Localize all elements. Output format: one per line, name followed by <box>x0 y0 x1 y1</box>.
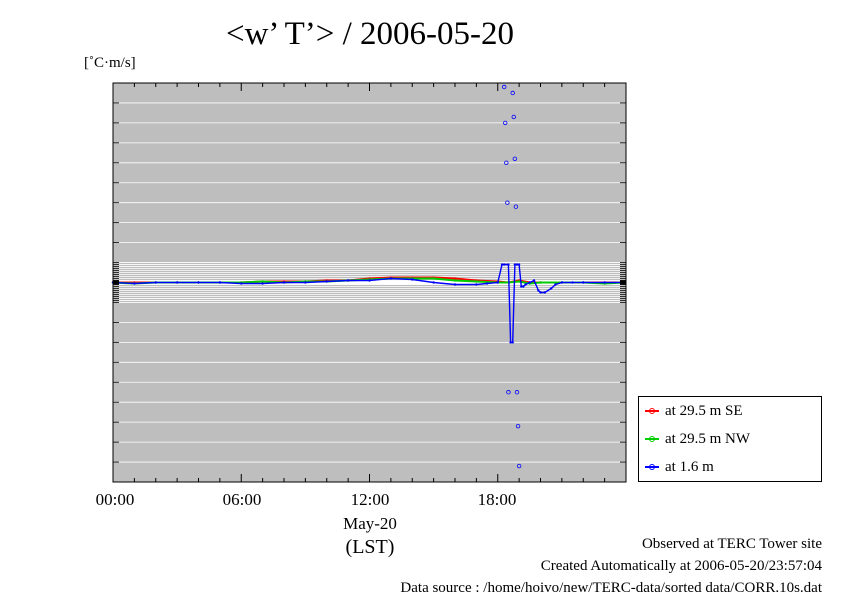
data-point <box>261 282 264 285</box>
data-point <box>218 281 222 284</box>
data-point-outlier <box>501 84 507 90</box>
data-point <box>304 281 307 284</box>
data-point <box>515 263 519 266</box>
data-point <box>475 280 478 283</box>
legend-item-low: at 1.6 m <box>645 456 714 478</box>
data-point-outlier <box>505 200 510 205</box>
data-point <box>554 283 557 286</box>
data-point <box>560 281 564 284</box>
legend: at 29.5 m SE at 29.5 m NW at 1.6 m <box>638 396 822 482</box>
data-point-outlier <box>504 160 509 165</box>
data-point <box>346 279 350 282</box>
data-point-outlier <box>503 120 508 126</box>
data-point <box>522 285 525 288</box>
data-point <box>537 289 540 292</box>
data-point-outlier <box>516 463 522 469</box>
data-point <box>496 281 499 284</box>
x-tick-label: 06:00 <box>222 490 262 509</box>
legend-swatch-blue <box>645 464 659 470</box>
data-point <box>517 280 521 283</box>
data-point <box>485 282 489 285</box>
data-point <box>549 287 553 290</box>
x-tick-label: 18:00 <box>477 490 517 509</box>
data-point <box>453 283 457 286</box>
data-point <box>528 281 532 284</box>
footer-observed: Observed at TERC Tower site <box>641 536 822 552</box>
data-point <box>517 263 521 266</box>
data-point <box>513 263 517 266</box>
data-point <box>539 291 542 294</box>
data-point <box>197 281 200 284</box>
legend-swatch-red <box>645 408 659 414</box>
x-tick-label: 12:00 <box>350 490 390 509</box>
legend-label: at 29.5 m NW <box>665 430 750 447</box>
data-point <box>524 283 527 286</box>
data-point <box>133 282 136 285</box>
data-point <box>539 281 542 284</box>
data-point-outlier <box>515 423 521 429</box>
data-point <box>282 281 286 284</box>
data-point <box>411 278 414 281</box>
footer-created: Created Automatically at 2006-05-20/23:5… <box>540 558 822 574</box>
data-point <box>453 277 457 280</box>
data-point <box>603 281 606 284</box>
data-point <box>507 263 510 266</box>
data-point <box>432 281 435 284</box>
data-point <box>175 281 179 284</box>
data-point <box>511 341 514 344</box>
data-point-outlier <box>514 390 520 395</box>
data-point-outlier <box>512 156 518 162</box>
data-point <box>261 280 264 283</box>
legend-swatch-green <box>645 436 659 442</box>
data-point <box>389 277 393 280</box>
legend-item-se: at 29.5 m SE <box>645 400 743 422</box>
data-point <box>509 341 512 344</box>
data-point <box>453 279 457 282</box>
legend-label: at 29.5 m SE <box>665 402 743 419</box>
data-point-outlier <box>511 114 516 120</box>
data-point-outlier <box>513 204 519 209</box>
series-group <box>111 84 626 469</box>
data-point <box>432 277 435 280</box>
y-unit-label: [˚C·m/s] <box>84 55 136 71</box>
data-point <box>502 263 506 266</box>
x-tick-label: 00:00 <box>95 490 135 509</box>
data-point <box>240 282 243 285</box>
data-point <box>154 281 157 284</box>
data-point <box>582 281 585 284</box>
data-point <box>325 280 328 283</box>
data-point <box>543 291 546 294</box>
footer-source: Data source : /home/hoivo/new/TERC-data/… <box>400 580 822 596</box>
legend-label: at 1.6 m <box>665 458 714 475</box>
data-point <box>368 279 371 282</box>
data-point <box>475 283 478 286</box>
data-point <box>532 279 536 282</box>
x-date-label: May-20 <box>343 514 397 533</box>
data-point-outlier <box>506 390 511 395</box>
data-point <box>520 285 523 288</box>
data-point-outlier <box>510 90 515 96</box>
chart-title: <w’ T’> / 2006-05-20 <box>225 16 515 52</box>
tick-marks <box>112 82 627 483</box>
data-point <box>500 263 504 266</box>
x-timezone-label: (LST) <box>345 536 395 558</box>
legend-item-nw: at 29.5 m NW <box>645 428 750 450</box>
data-point <box>571 281 574 284</box>
